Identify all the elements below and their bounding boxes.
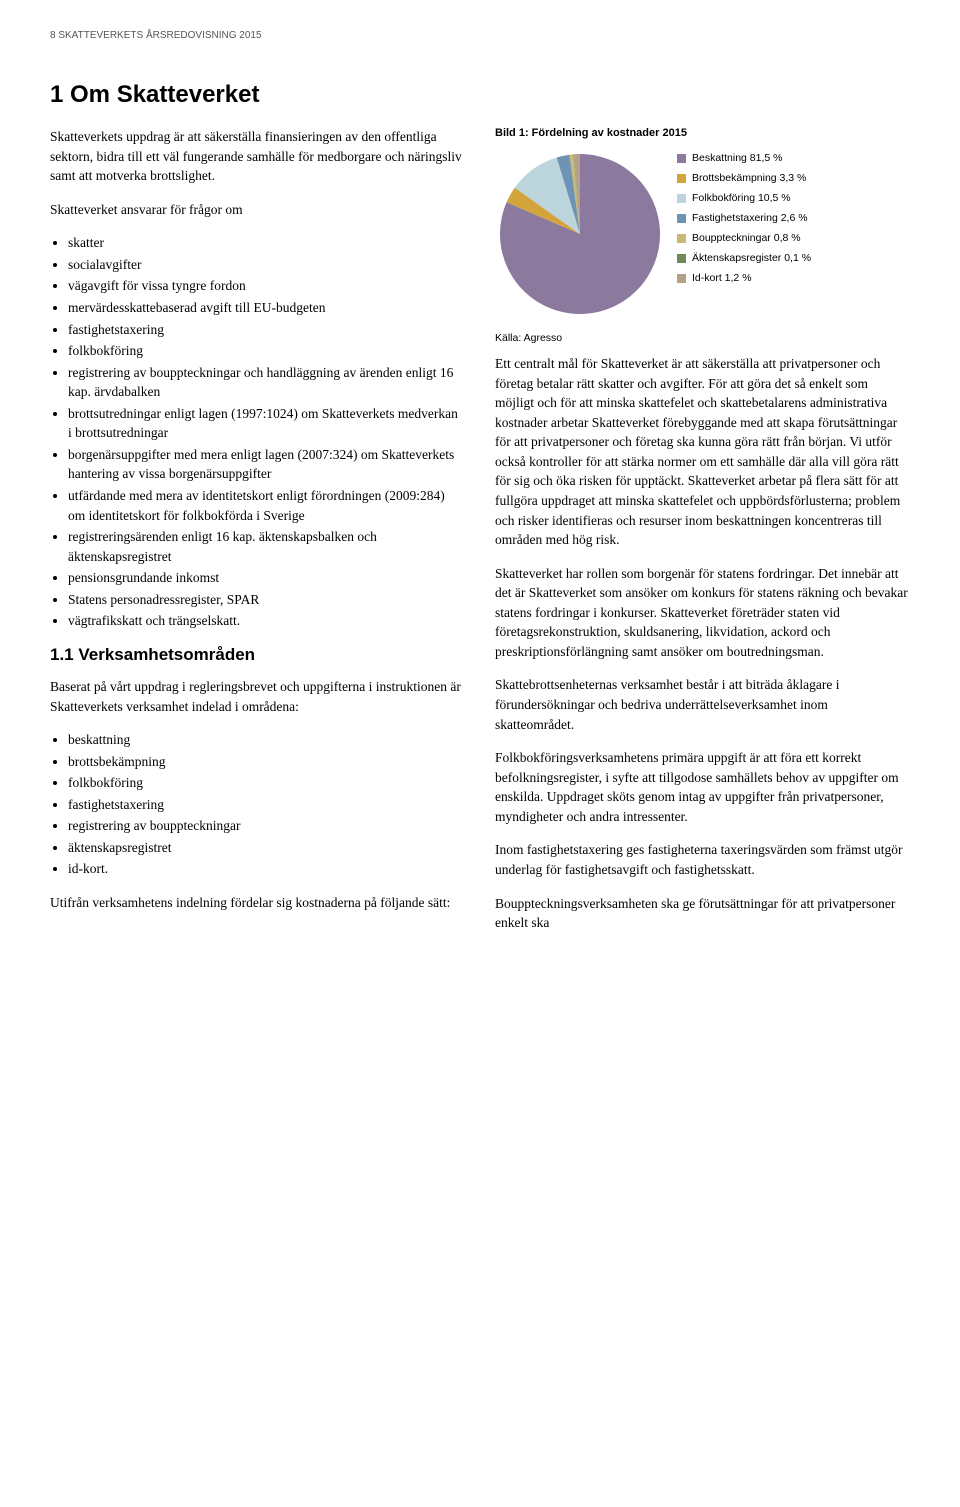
legend-swatch — [677, 214, 686, 223]
closing-paragraph: Utifrån verksamhetens indelning fördelar… — [50, 893, 465, 913]
list-item: vägavgift för vissa tyngre fordon — [68, 276, 465, 296]
right-p1: Ett centralt mål för Skatteverket är att… — [495, 354, 910, 550]
legend-item: Äktenskapsregister 0,1 % — [677, 249, 811, 269]
list-item: fastighetstaxering — [68, 320, 465, 340]
legend-label: Beskattning 81,5 % — [692, 149, 782, 169]
chart-legend: Beskattning 81,5 %Brottsbekämpning 3,3 %… — [677, 149, 811, 289]
chart-title: Bild 1: Fördelning av kostnader 2015 — [495, 127, 910, 139]
legend-label: Äktenskapsregister 0,1 % — [692, 249, 811, 269]
legend-swatch — [677, 194, 686, 203]
areas-list: beskattningbrottsbekämpningfolkbokföring… — [68, 730, 465, 879]
pie-chart — [495, 149, 665, 324]
legend-swatch — [677, 174, 686, 183]
legend-item: Id-kort 1,2 % — [677, 269, 811, 289]
legend-swatch — [677, 254, 686, 263]
legend-label: Bouppteckningar 0,8 % — [692, 229, 801, 249]
list-item: registreringsärenden enligt 16 kap. äkte… — [68, 527, 465, 566]
list-item: borgenärsuppgifter med mera enligt lagen… — [68, 445, 465, 484]
right-p2: Skatteverket har rollen som borgenär för… — [495, 564, 910, 662]
legend-label: Brottsbekämpning 3,3 % — [692, 169, 806, 189]
list-item: mervärdesskattebaserad avgift till EU-bu… — [68, 298, 465, 318]
chart-block: Beskattning 81,5 %Brottsbekämpning 3,3 %… — [495, 149, 910, 324]
sub-body: Baserat på vårt uppdrag i regleringsbrev… — [50, 677, 465, 716]
column-container: Skatteverkets uppdrag är att säkerställa… — [50, 127, 910, 947]
intro-paragraph: Skatteverkets uppdrag är att säkerställa… — [50, 127, 465, 186]
list-item: äktenskapsregistret — [68, 838, 465, 858]
right-p5: Inom fastighetstaxering ges fastighetern… — [495, 840, 910, 879]
right-p4: Folkbokföringsverksamhetens primära uppg… — [495, 748, 910, 826]
list-item: brottsbekämpning — [68, 752, 465, 772]
list-item: fastighetstaxering — [68, 795, 465, 815]
list-item: id-kort. — [68, 859, 465, 879]
list-item: socialavgifter — [68, 255, 465, 275]
main-heading: 1 Om Skatteverket — [50, 81, 910, 109]
list-item: folkbokföring — [68, 341, 465, 361]
list-intro: Skatteverket ansvarar för frågor om — [50, 200, 465, 220]
list-item: pensionsgrundande inkomst — [68, 568, 465, 588]
right-p3: Skattebrottsenheternas verksamhet består… — [495, 675, 910, 734]
page-header: 8 SKATTEVERKETS ÅRSREDOVISNING 2015 — [50, 30, 910, 41]
legend-label: Id-kort 1,2 % — [692, 269, 752, 289]
list-item: Statens personadressregister, SPAR — [68, 590, 465, 610]
legend-label: Fastighetstaxering 2,6 % — [692, 209, 808, 229]
legend-item: Brottsbekämpning 3,3 % — [677, 169, 811, 189]
list-item: folkbokföring — [68, 773, 465, 793]
legend-item: Bouppteckningar 0,8 % — [677, 229, 811, 249]
right-p6: Bouppteckningsverksamheten ska ge föruts… — [495, 894, 910, 933]
list-item: beskattning — [68, 730, 465, 750]
legend-swatch — [677, 154, 686, 163]
list-item: registrering av bouppteckningar och hand… — [68, 363, 465, 402]
legend-item: Folkbokföring 10,5 % — [677, 189, 811, 209]
legend-item: Beskattning 81,5 % — [677, 149, 811, 169]
list-item: vägtrafikskatt och trängselskatt. — [68, 611, 465, 631]
legend-item: Fastighetstaxering 2,6 % — [677, 209, 811, 229]
list-item: skatter — [68, 233, 465, 253]
list-item: brottsutredningar enligt lagen (1997:102… — [68, 404, 465, 443]
section-heading: 1.1 Verksamhetsområden — [50, 645, 465, 665]
list-item: registrering av bouppteckningar — [68, 816, 465, 836]
legend-swatch — [677, 274, 686, 283]
right-column: Bild 1: Fördelning av kostnader 2015 Bes… — [495, 127, 910, 947]
legend-label: Folkbokföring 10,5 % — [692, 189, 791, 209]
list-item: utfärdande med mera av identitetskort en… — [68, 486, 465, 525]
legend-swatch — [677, 234, 686, 243]
left-column: Skatteverkets uppdrag är att säkerställa… — [50, 127, 465, 947]
chart-source: Källa: Agresso — [495, 332, 910, 344]
responsibility-list: skattersocialavgiftervägavgift för vissa… — [68, 233, 465, 631]
